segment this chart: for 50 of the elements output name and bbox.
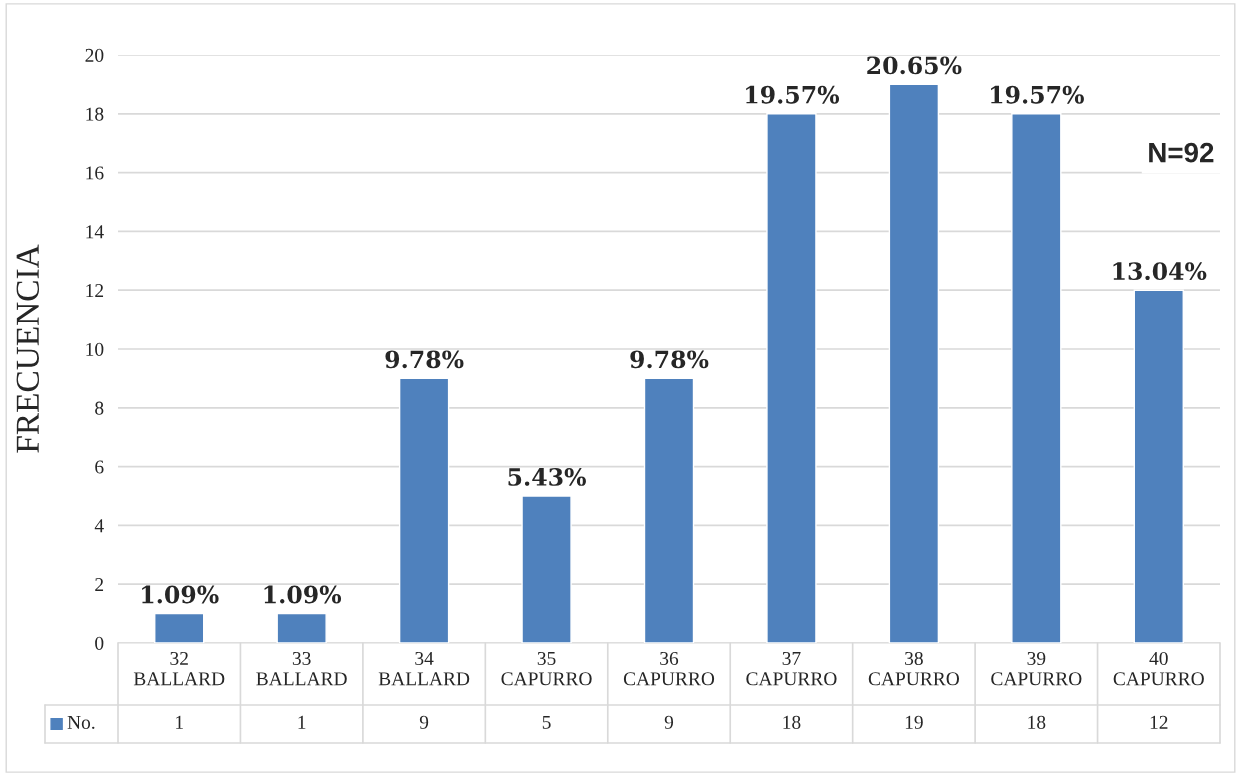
data-label: 19 xyxy=(905,715,923,729)
bar xyxy=(766,113,817,643)
y-tick-label: 0 xyxy=(95,636,104,650)
data-label: 9 xyxy=(419,715,429,729)
x-tick-label: 35 CAPURRO xyxy=(501,651,592,686)
data-label: 1 xyxy=(176,715,183,729)
y-tick-label: 8 xyxy=(95,401,104,415)
data-label: 18 xyxy=(783,715,801,729)
y-tick-label: 2 xyxy=(95,578,104,591)
bar xyxy=(1011,113,1062,643)
y-tick-label: 6 xyxy=(95,460,104,474)
annotation: 5.43% xyxy=(508,468,586,486)
annotation: 9.78% xyxy=(385,350,464,369)
y-tick-label: 10 xyxy=(86,342,104,356)
annotation: 13.04% xyxy=(1113,262,1207,281)
annotation: 9.78% xyxy=(630,350,709,369)
bar xyxy=(643,377,695,643)
x-tick-label: 40 CAPURRO xyxy=(1113,651,1204,686)
y-tick-label: 14 xyxy=(86,225,104,239)
y-tick-label: 20 xyxy=(85,48,104,62)
bar xyxy=(521,495,572,643)
annotation: 1.09% xyxy=(264,585,342,604)
y-tick-label: 12 xyxy=(86,284,104,297)
y-axis-title: FRECUENCIA xyxy=(16,244,40,453)
bar xyxy=(888,83,940,643)
data-label: 9 xyxy=(664,715,674,729)
legend-label: No. xyxy=(67,715,95,729)
annotation: 1.09% xyxy=(142,585,219,604)
bar xyxy=(154,612,205,643)
bar xyxy=(1133,289,1184,643)
annotation: 19.57% xyxy=(746,85,840,104)
x-tick-label: 33 BALLARD xyxy=(256,651,347,686)
bar xyxy=(398,377,450,643)
data-label: 1 xyxy=(298,715,306,729)
annotation: N=92 xyxy=(1149,142,1214,163)
x-tick-label: 38 CAPURRO xyxy=(868,651,960,686)
data-label: 18 xyxy=(1028,715,1046,729)
y-tick-label: 4 xyxy=(94,519,104,533)
bar xyxy=(276,612,327,643)
y-tick-label: 18 xyxy=(86,107,104,121)
data-label: 5 xyxy=(542,715,551,729)
data-label: 12 xyxy=(1150,715,1168,729)
x-tick-label: 36 CAPURRO xyxy=(623,651,715,686)
annotation: 20.65% xyxy=(867,56,962,75)
x-tick-label: 32 BALLARD xyxy=(133,651,225,686)
annotation: 19.57% xyxy=(991,85,1084,104)
x-tick-label: 37 CAPURRO xyxy=(746,651,837,686)
y-tick-label: 16 xyxy=(86,166,104,180)
x-tick-label: 39 CAPURRO xyxy=(991,651,1082,686)
x-tick-label: 34 BALLARD xyxy=(378,651,470,686)
